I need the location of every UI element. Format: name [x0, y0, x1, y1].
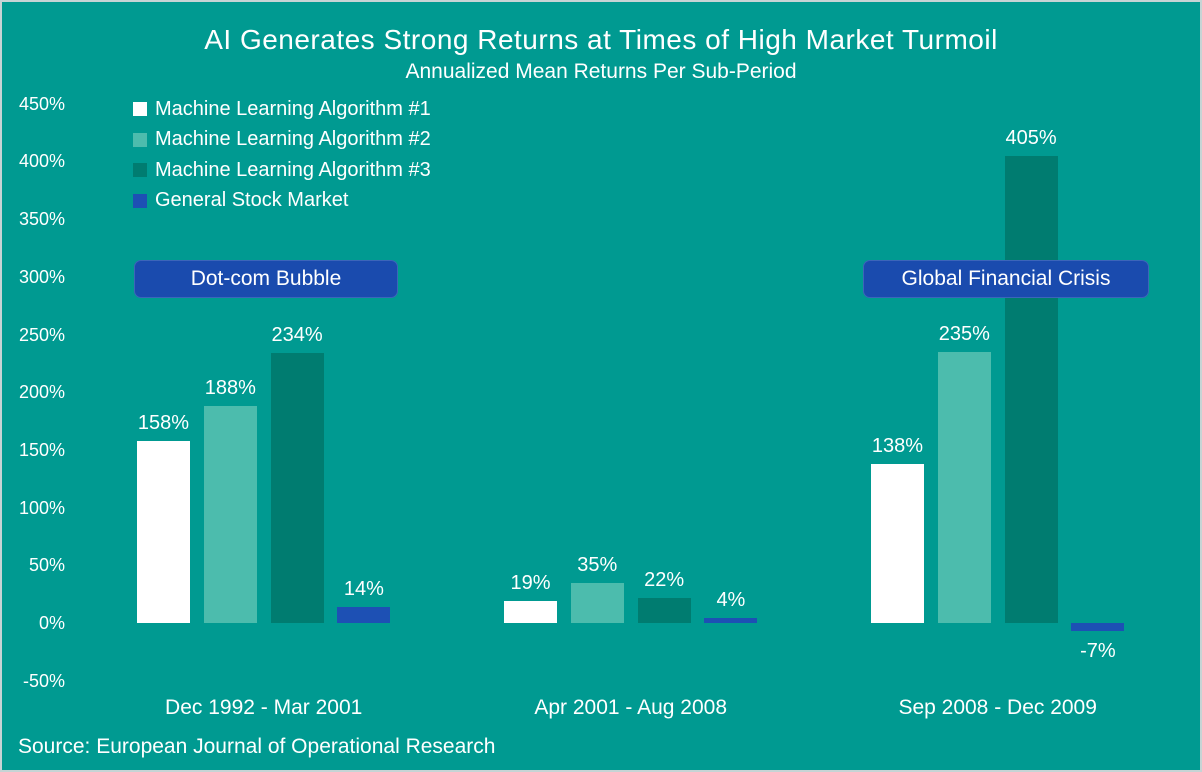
bar-series3-group2: [637, 597, 691, 623]
bar-value-label: 158%: [137, 411, 190, 434]
y-tick-label: 300%: [18, 266, 65, 287]
legend-swatch-icon: [133, 163, 147, 178]
y-tick-label: 250%: [18, 324, 65, 345]
y-tick-label: 0%: [38, 613, 65, 633]
legend-swatch-icon: [133, 132, 147, 147]
y-tick-label: -50%: [22, 670, 65, 691]
bar-series1-group3: [871, 463, 924, 623]
bar-series2-group3: [937, 351, 991, 623]
bar-series4-group1: [337, 606, 391, 623]
bar-series1-group1: [137, 440, 190, 623]
legend-swatch-icon: [133, 102, 147, 117]
bar-value-label: -7%: [1080, 640, 1116, 663]
x-category-label: Dec 1992 - Mar 2001: [165, 696, 363, 719]
period-annotation-badge: Dot-com Bubble: [134, 260, 398, 298]
source-caption: Source: European Journal of Operational …: [18, 735, 496, 758]
legend-item-2: Machine Learning Algorithm #2: [133, 125, 431, 156]
bar-value-label: 22%: [644, 568, 685, 591]
bar-value-label: 35%: [577, 553, 618, 576]
bar-series2-group2: [570, 582, 624, 623]
legend-label: Machine Learning Algorithm #2: [155, 128, 431, 151]
bar-value-label: 234%: [271, 323, 323, 346]
bar-series4-group2: [704, 618, 758, 623]
bar-value-label: 4%: [716, 589, 746, 612]
y-tick-label: 150%: [18, 439, 65, 460]
legend-label: Machine Learning Algorithm #1: [155, 97, 431, 120]
bar-value-label: 235%: [938, 322, 990, 345]
x-category-label: Apr 2001 - Aug 2008: [534, 696, 728, 719]
legend: Machine Learning Algorithm #1 Machine Lea…: [133, 94, 431, 216]
bar-value-label: 405%: [1005, 126, 1057, 149]
chart-title: AI Generates Strong Returns at Times of …: [204, 24, 998, 55]
bar-value-label: 138%: [871, 434, 924, 457]
y-tick-label: 350%: [18, 209, 65, 230]
legend-label: Machine Learning Algorithm #3: [155, 158, 431, 181]
bar-series2-group1: [203, 406, 257, 623]
bar-value-label: 188%: [204, 377, 256, 400]
bar-value-label: 14%: [343, 577, 384, 600]
bar-series1-group2: [504, 601, 557, 623]
bar-value-label: 19%: [510, 572, 551, 595]
legend-swatch-icon: [133, 193, 147, 208]
chart-subtitle: Annualized Mean Returns Per Sub-Period: [405, 60, 797, 83]
y-tick-label: 400%: [18, 151, 65, 172]
y-tick-label: 50%: [28, 555, 65, 576]
y-tick-label: 200%: [18, 382, 65, 403]
legend-label: General Stock Market: [155, 189, 349, 212]
legend-item-1: Machine Learning Algorithm #1: [133, 94, 431, 125]
bar-series4-group3: [1071, 623, 1125, 632]
legend-item-3: Machine Learning Algorithm #3: [133, 155, 431, 186]
period-annotation-badge: Global Financial Crisis: [863, 260, 1149, 298]
y-tick-label: 450%: [18, 93, 65, 114]
y-tick-label: 100%: [18, 497, 65, 518]
bar-series3-group3: [1004, 155, 1058, 623]
bar-series3-group1: [270, 352, 324, 623]
x-category-label: Sep 2008 - Dec 2009: [898, 696, 1097, 719]
legend-item-4: General Stock Market: [133, 186, 431, 217]
